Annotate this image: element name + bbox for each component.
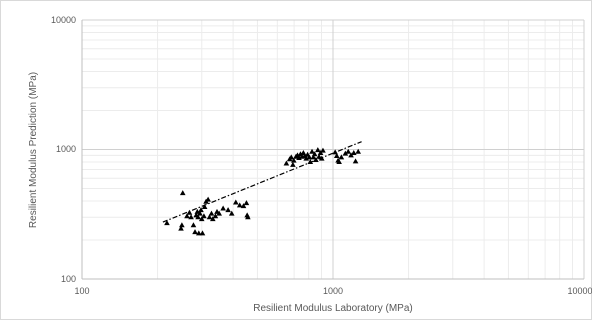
y-tick-label-1000: 1000 xyxy=(56,144,76,154)
data-point xyxy=(333,153,340,159)
data-point xyxy=(228,210,235,216)
data-point xyxy=(194,208,201,214)
data-point xyxy=(216,210,222,216)
data-point xyxy=(188,214,194,220)
x-tick-label-1000: 1000 xyxy=(323,286,343,296)
data-point xyxy=(283,160,290,166)
data-point xyxy=(320,147,326,153)
data-point xyxy=(296,154,302,160)
x-axis-title: Resilient Modulus Laboratory (MPa) xyxy=(253,303,413,314)
data-point xyxy=(236,202,243,208)
data-point xyxy=(332,149,338,155)
data-point xyxy=(179,190,186,196)
data-point xyxy=(195,214,201,220)
data-point xyxy=(336,159,342,165)
x-tick-label-10000: 10000 xyxy=(567,286,592,296)
data-point xyxy=(201,213,207,219)
data-point xyxy=(290,161,296,167)
data-point xyxy=(190,222,197,228)
data-point xyxy=(205,196,211,202)
data-point xyxy=(318,155,325,161)
major-gridlines xyxy=(82,19,585,279)
data-point xyxy=(178,225,184,231)
data-point xyxy=(199,230,206,236)
y-axis-title: Resilient Modulus Prediction (MPa) xyxy=(28,72,39,228)
data-point xyxy=(206,214,213,220)
data-point xyxy=(240,203,247,209)
data-point xyxy=(291,157,297,163)
data-point xyxy=(196,230,202,236)
data-point xyxy=(245,214,251,220)
data-point xyxy=(311,151,318,157)
data-point xyxy=(243,200,250,206)
data-point xyxy=(225,207,231,213)
data-point xyxy=(164,220,170,226)
data-point xyxy=(313,156,319,162)
data-point xyxy=(316,153,322,159)
data-point xyxy=(184,213,190,219)
x-tick-label-100: 100 xyxy=(74,286,89,296)
y-tick-label-100: 100 xyxy=(61,274,76,284)
data-point xyxy=(198,207,204,213)
data-point xyxy=(309,148,315,154)
data-points xyxy=(164,147,361,236)
data-point xyxy=(186,209,193,215)
trendline xyxy=(162,141,362,223)
data-point xyxy=(192,229,198,235)
data-point xyxy=(350,149,357,155)
data-point xyxy=(345,148,352,154)
data-point xyxy=(307,159,314,165)
data-point xyxy=(303,155,309,161)
data-point xyxy=(315,147,321,153)
data-point xyxy=(355,148,361,154)
data-point xyxy=(201,203,208,209)
data-point xyxy=(220,205,226,211)
data-point xyxy=(208,210,215,216)
data-point xyxy=(352,158,359,164)
data-point xyxy=(212,213,219,219)
data-point xyxy=(198,216,205,222)
data-point xyxy=(338,154,345,160)
data-point xyxy=(342,150,349,156)
data-point xyxy=(210,216,216,222)
data-point xyxy=(179,222,185,228)
data-point xyxy=(233,199,239,205)
data-point xyxy=(288,154,295,160)
data-point xyxy=(197,210,203,216)
data-point xyxy=(310,154,317,160)
data-point xyxy=(306,154,313,160)
y-tick-label-10000: 10000 xyxy=(51,15,76,25)
